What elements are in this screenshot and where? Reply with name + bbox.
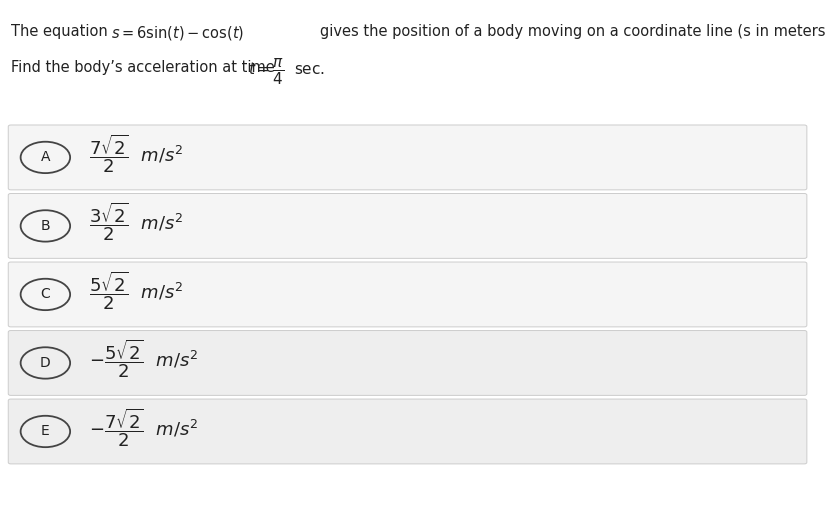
Text: $t = \dfrac{\pi}{4}$  sec.: $t = \dfrac{\pi}{4}$ sec.: [248, 58, 324, 87]
Text: $-\dfrac{7\sqrt{2}}{2}$  $m/s^2$: $-\dfrac{7\sqrt{2}}{2}$ $m/s^2$: [89, 406, 198, 449]
Text: $-\dfrac{5\sqrt{2}}{2}$  $m/s^2$: $-\dfrac{5\sqrt{2}}{2}$ $m/s^2$: [89, 337, 198, 380]
Text: C: C: [40, 288, 50, 301]
Text: $\dfrac{7\sqrt{2}}{2}$  $m/s^2$: $\dfrac{7\sqrt{2}}{2}$ $m/s^2$: [89, 132, 183, 175]
Text: D: D: [40, 356, 51, 370]
Text: $s = 6\sin(t) - \cos(t)$: $s = 6\sin(t) - \cos(t)$: [111, 24, 245, 41]
FancyBboxPatch shape: [8, 262, 807, 327]
Text: E: E: [41, 425, 50, 438]
Text: B: B: [40, 219, 50, 233]
Text: $\dfrac{3\sqrt{2}}{2}$  $m/s^2$: $\dfrac{3\sqrt{2}}{2}$ $m/s^2$: [89, 200, 183, 243]
Text: A: A: [40, 151, 50, 164]
Text: The equation: The equation: [11, 24, 112, 39]
Text: gives the position of a body moving on a coordinate line (s in meters. t in seco: gives the position of a body moving on a…: [320, 24, 825, 39]
Text: $\dfrac{5\sqrt{2}}{2}$  $m/s^2$: $\dfrac{5\sqrt{2}}{2}$ $m/s^2$: [89, 269, 183, 312]
FancyBboxPatch shape: [8, 399, 807, 464]
Text: Find the body’s acceleration at time: Find the body’s acceleration at time: [11, 60, 279, 75]
FancyBboxPatch shape: [8, 331, 807, 395]
FancyBboxPatch shape: [8, 194, 807, 258]
FancyBboxPatch shape: [8, 125, 807, 190]
